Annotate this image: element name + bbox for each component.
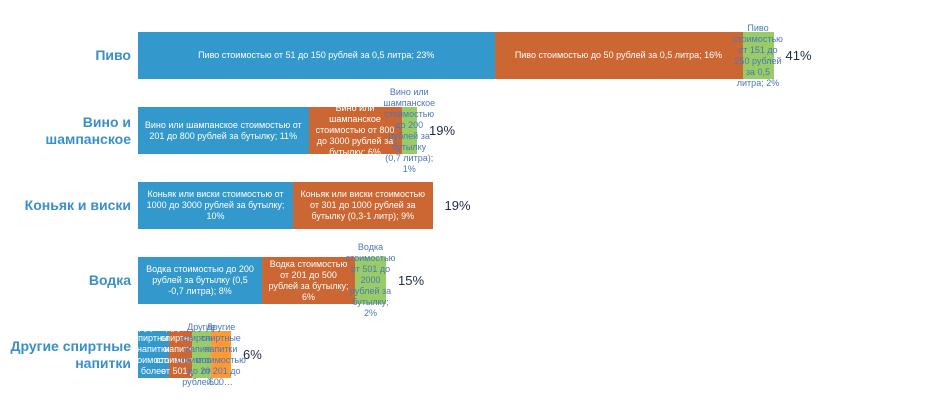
segment-label: Вино или шампанское стоимостью от 201 до…	[144, 119, 302, 141]
segment-label: Вино или шампанское стоимостью от 800 до…	[315, 103, 395, 157]
total-label: 19%	[444, 197, 471, 213]
category-label-line: Вино и	[82, 113, 131, 130]
category-label: Коньяк и виски	[25, 197, 131, 214]
segment-label: Водка стоимостью до 200 рублей за бутылк…	[146, 264, 254, 296]
category-label-line: Водка	[88, 272, 131, 288]
segment-label: Водка стоимостью от 201 до 500 рублей за…	[268, 258, 349, 302]
total-label: 19%	[429, 122, 456, 138]
bar-segment: Водка стоимостью от 201 до 500 рублей за…	[262, 257, 355, 304]
segment-label: Другие спиртные напитки стоимостью от 20…	[196, 321, 246, 387]
bar-segment: Другие спиртные напитки стоимостью более…	[129, 322, 179, 387]
total-label: 6%	[243, 346, 262, 362]
segment-label: Пиво стоимостью до 50 рублей за 0,5 литр…	[514, 50, 723, 60]
bar-segment: Пиво стоимостью от 151 до 250 рублей за …	[733, 23, 783, 88]
bar-segment: Другие спиртные напитки стоимостью от 20…	[196, 322, 246, 387]
bar-segment: Водка стоимостью от 501 до 2000 рублей з…	[346, 242, 396, 318]
segment-label: Другие спиртные напитки стоимостью более…	[128, 321, 179, 387]
category-label: Вино и шампанское	[46, 114, 131, 148]
bar-segment: Водка стоимостью до 200 рублей за бутылк…	[138, 257, 262, 304]
segment-label: Коньяк или виски стоимостью от 301 до 10…	[300, 189, 426, 221]
total-label: 41%	[785, 47, 812, 63]
bar-segment: Пиво стоимостью от 51 до 150 рублей за 0…	[138, 32, 495, 79]
bar-segment: Вино или шампанское стоимостью от 800 до…	[308, 103, 402, 157]
bar-segment: Вино или шампанское стоимостью от 201 до…	[138, 107, 309, 154]
segment-label: Другие спиртные напитки стоимостью до 20…	[176, 321, 227, 387]
bar-segment: Другие спиртные напитки стоимостью от 50…	[156, 322, 206, 387]
category-label-line: напитки	[75, 354, 131, 371]
bar-segment: Другие спиртные напитки стоимостью до 20…	[177, 322, 227, 387]
category-label-line: Коньяк и виски	[24, 197, 131, 213]
category-label-line: Другие спиртные	[10, 337, 131, 354]
total-label: 15%	[398, 272, 425, 288]
category-label-line: Пиво	[95, 47, 131, 63]
bar-segment: Пиво стоимостью до 50 рублей за 0,5 литр…	[494, 32, 743, 79]
category-label-line: шампанское	[45, 130, 131, 147]
segment-label: Вино или шампанское стоимостью до 200 ру…	[383, 86, 436, 174]
category-label: Водка	[89, 272, 131, 289]
segment-label: Другие спиртные напитки стоимостью от 50…	[155, 321, 206, 387]
bar-segment: Вино или шампанское стоимостью до 200 ру…	[383, 87, 435, 174]
category-label: Другие спиртные напитки	[10, 338, 131, 372]
segment-label: Водка стоимостью от 501 до 2000 рублей з…	[345, 242, 396, 318]
segment-label: Коньяк или виски стоимостью от 1000 до 3…	[146, 189, 285, 221]
segment-label: Пиво стоимостью от 151 до 250 рублей за …	[733, 22, 783, 88]
category-label: Пиво	[95, 47, 131, 64]
segment-label: Пиво стоимостью от 51 до 150 рублей за 0…	[198, 50, 435, 60]
bar-segment: Коньяк или виски стоимостью от 301 до 10…	[293, 182, 433, 229]
bar-segment: Коньяк или виски стоимостью от 1000 до 3…	[138, 182, 293, 229]
